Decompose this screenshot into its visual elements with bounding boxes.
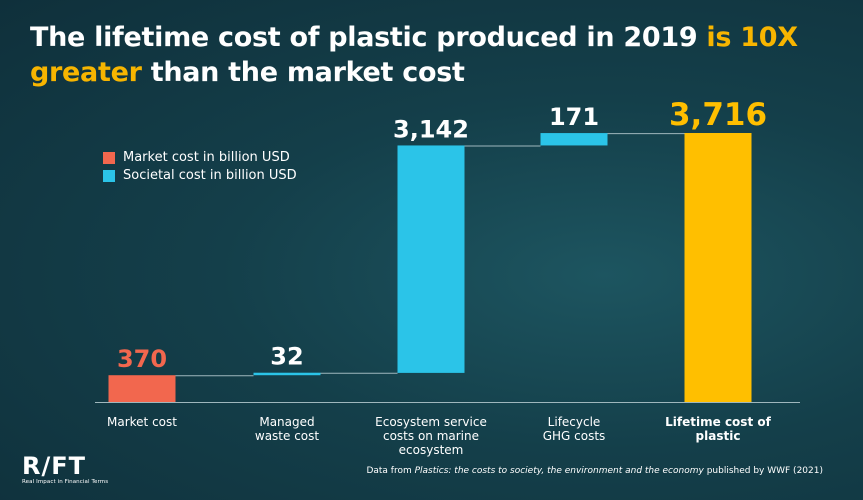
- legend-item-societal: Societal cost in billion USD: [103, 167, 297, 185]
- source-suffix: published by WWF (2021): [703, 466, 823, 476]
- logo: R/FT Real Impact in Financial Terms: [22, 453, 108, 486]
- category-label-3-line-2: costs on marine: [383, 429, 479, 443]
- data-label-1: 370: [117, 345, 167, 373]
- logo-text: R/FT: [22, 452, 87, 480]
- category-label-3-line-3: ecosystem: [399, 443, 464, 457]
- source-prefix: Data from: [366, 466, 415, 476]
- category-label-2-line-1: Managed: [259, 415, 314, 429]
- source-note: Data from Plastics: the costs to society…: [366, 466, 823, 476]
- title-highlight-2: greater: [30, 57, 142, 88]
- bar-5: [684, 133, 752, 402]
- source-title: Plastics: the costs to society, the envi…: [414, 466, 704, 476]
- category-label-4-line-2: GHG costs: [543, 429, 606, 443]
- legend-swatch-societal: [103, 170, 115, 182]
- legend-label-societal: Societal cost in billion USD: [123, 168, 297, 183]
- legend-item-market: Market cost in billion USD: [103, 149, 297, 167]
- category-label-2-line-2: waste cost: [255, 429, 320, 443]
- category-label-3-line-1: Ecosystem service: [375, 415, 487, 429]
- category-label-1-line-1: Market cost: [107, 415, 177, 429]
- category-label-5-line-1: Lifetime cost of: [665, 415, 771, 429]
- title-part-1: The lifetime cost of plastic produced in…: [30, 22, 707, 53]
- bar-2: [253, 372, 321, 376]
- data-label-2: 32: [270, 343, 303, 371]
- data-label-3: 3,142: [393, 115, 469, 143]
- category-label-5-line-2: plastic: [696, 429, 741, 443]
- logo-subtitle: Real Impact in Financial Terms: [22, 479, 109, 485]
- bar-3: [397, 145, 465, 373]
- legend-label-market: Market cost in billion USD: [123, 150, 290, 165]
- legend: Market cost in billion USD Societal cost…: [103, 149, 297, 185]
- chart-title: The lifetime cost of plastic produced in…: [30, 20, 850, 90]
- title-highlight-1: is 10X: [706, 22, 798, 53]
- category-label-4-line-1: Lifecycle: [548, 415, 601, 429]
- data-label-4: 171: [549, 103, 599, 131]
- legend-swatch-market: [103, 152, 115, 164]
- title-part-2: than the market cost: [141, 57, 465, 88]
- bar-1: [108, 375, 176, 402]
- data-label-5: 3,716: [669, 97, 767, 133]
- bar-4: [540, 133, 608, 146]
